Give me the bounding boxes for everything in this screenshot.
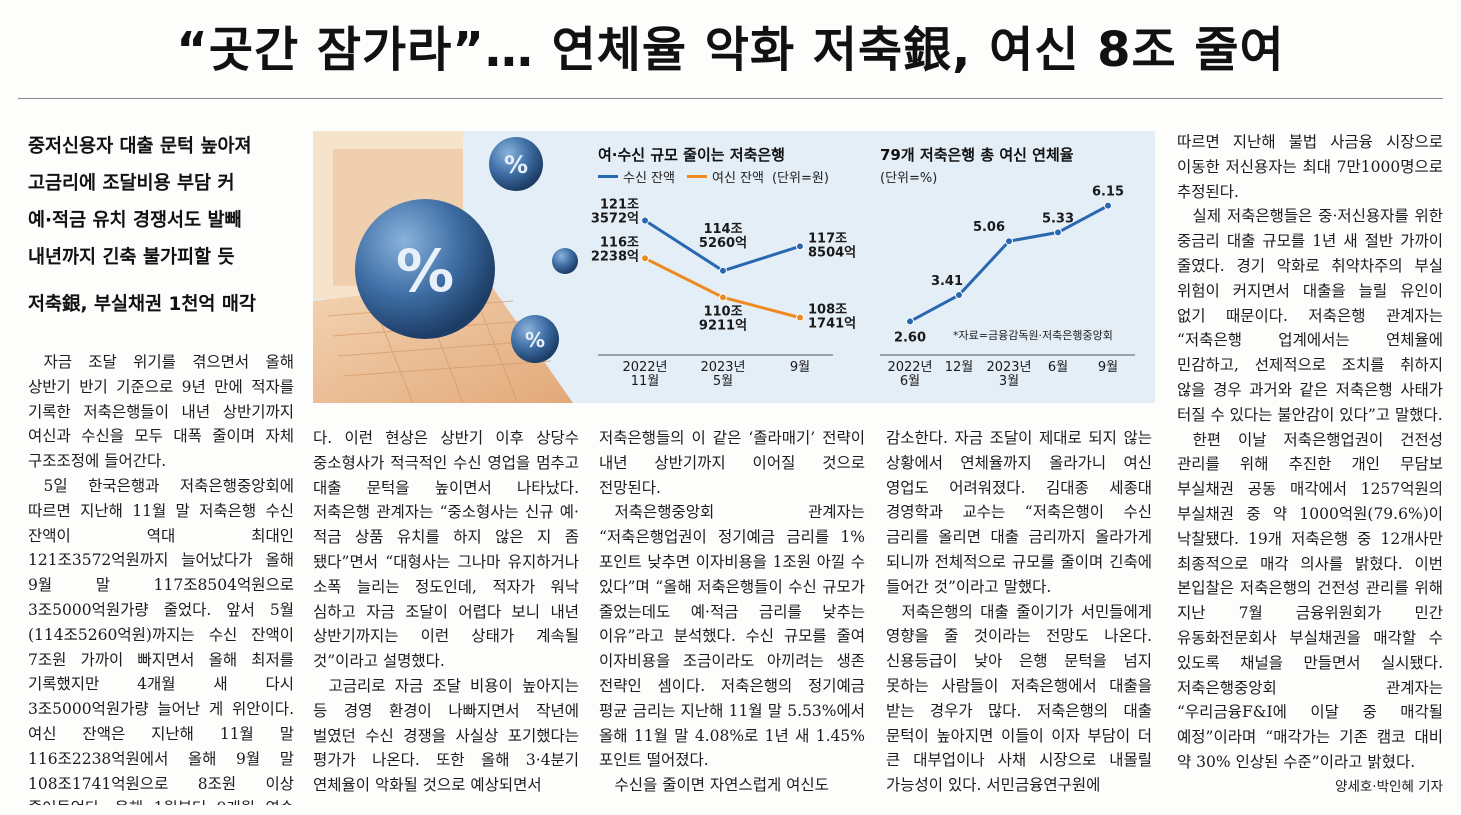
subhead-line: 고금리에 조달비용 부담 커	[28, 173, 235, 194]
data-point	[641, 254, 649, 263]
data-label: 5.33	[1042, 211, 1074, 226]
paragraph: 저축은행의 대출 줄이기가 서민들에게 영향을 줄 것이라는 전망도 나온다. …	[886, 602, 1152, 795]
x-tick-label: 2023년 5월	[700, 360, 745, 389]
legend-swatch-loan	[686, 175, 707, 178]
paragraph: 한편 이날 저축은행업권이 건전성 관리를 위해 추진한 개인 무담보 부실채권…	[1177, 428, 1443, 795]
data-label: 6.15	[1092, 185, 1124, 200]
percent-ball-top: %	[489, 137, 543, 191]
data-point	[719, 266, 727, 275]
subhead-line: 내년까지 긴축 불가피할 듯	[28, 247, 235, 268]
chart2-title: 79개 저축은행 총 여신 연체율	[880, 146, 1074, 164]
column-4: 감소한다. 자금 조달이 제대로 되지 않는 상황에서 연체율까지 올라가니 여…	[886, 426, 1152, 806]
subhead-line: 중저신용자 대출 문턱 높아져	[28, 136, 252, 157]
data-label: 114조 5260억	[699, 222, 747, 251]
data-label: 108조 1741억	[808, 303, 856, 332]
subhead-secondary: 저축銀, 부실채권 1천억 매각	[28, 294, 256, 315]
column-3: 저축은행들의 이 같은 ‘졸라매기’ 전략이 내년 상반기까지 이어질 것으로 …	[599, 426, 865, 806]
column-2: 다. 이런 현상은 상반기 이후 상당수 중소형사가 적극적인 수신 영업을 멈…	[313, 426, 579, 806]
data-point	[796, 242, 804, 251]
column-5: 따르면 지난해 불법 사금융 시장으로 이동한 저신용자는 최대 7만1000명…	[1177, 130, 1443, 806]
data-point	[1054, 228, 1062, 237]
data-label: 2.60	[894, 330, 926, 345]
data-label: 110조 9211억	[699, 304, 747, 333]
subheads: 중저신용자 대출 문턱 높아져 고금리에 조달비용 부담 커 예·적금 유치 경…	[28, 128, 296, 323]
chart1-title: 여·수신 규모 줄이는 저축은행	[598, 146, 785, 164]
series-line-delinquency	[909, 204, 1109, 323]
chart2-unit: (단위=%)	[880, 171, 938, 186]
paragraph: 실제 저축은행들은 중·저신용자를 위한 중금리 대출 규모를 1년 새 절반 …	[1177, 207, 1443, 424]
legend-label-loan: 여신 잔액	[711, 171, 764, 186]
paragraph: 수신을 줄이면 자연스럽게 여신도	[614, 776, 829, 795]
data-point	[906, 317, 914, 326]
percent-symbol: %	[504, 151, 528, 179]
data-label: 116조 2238억	[591, 235, 639, 264]
paragraph: 다. 이런 현상은 상반기 이후 상당수 중소형사가 적극적인 수신 영업을 멈…	[313, 429, 579, 671]
top-rule	[18, 98, 1443, 99]
x-tick-label: 9월	[1098, 360, 1118, 375]
paragraph-text: 한편 이날 저축은행업권이 건전성 관리를 위해 추진한 개인 무담보 부실채권…	[1177, 430, 1443, 771]
chart2-source: *자료=금융감독원·저축은행중앙회	[953, 329, 1113, 342]
decor-ball	[552, 248, 578, 274]
data-label: 5.06	[973, 220, 1005, 235]
percent-ball-small: %	[511, 315, 559, 363]
chart1-legend: 수신 잔액 여신 잔액 (단위=원)	[598, 167, 829, 186]
paragraph: 따르면 지난해 불법 사금융 시장으로 이동한 저신용자는 최대 7만1000명…	[1177, 133, 1443, 201]
column-1: 자금 조달 위기를 겪으면서 올해 상반기 반기 기준으로 9년 만에 적자를 …	[28, 350, 294, 805]
paragraph: 5일 한국은행과 저축은행중앙회에 따르면 지난해 11월 말 저축은행 수신 …	[28, 476, 294, 805]
x-tick-label: 12월	[945, 360, 974, 375]
data-point	[641, 216, 649, 225]
percent-ball-large: %	[355, 199, 495, 339]
percent-symbol: %	[525, 328, 545, 352]
legend-label-deposit: 수신 잔액	[623, 171, 675, 186]
data-label: 121조 3572억	[591, 197, 639, 226]
paragraph: 자금 조달 위기를 겪으면서 올해 상반기 반기 기준으로 9년 만에 적자를 …	[28, 353, 294, 471]
data-label: 3.41	[931, 274, 963, 289]
percent-symbol: %	[396, 237, 454, 305]
data-point	[1104, 201, 1112, 210]
chart1-unit: (단위=원)	[771, 171, 829, 186]
infographic-svg: % % % 121조 3572억 114조 5260억 117조 8504억 116조 223…	[313, 131, 1135, 403]
x-tick-label: 2022년 11월	[622, 360, 667, 389]
paragraph: 감소한다. 자금 조달이 제대로 되지 않는 상황에서 연체율까지 올라가니 여…	[886, 429, 1152, 596]
chart-delinquency: 2.60 3.41 5.06 5.33 6.15 2022년 6월 12월 2023년 3월 6월 9…	[880, 185, 1135, 389]
x-tick-label: 9월	[790, 360, 810, 375]
x-tick-label: 2023년 3월	[986, 360, 1031, 389]
data-point	[796, 313, 804, 322]
headline: “곳간 잠가라”… 연체율 악화 저축銀, 여신 8조 줄여	[176, 22, 1285, 78]
byline: 양세호·박인혜 기자	[1335, 778, 1443, 795]
paragraph: 고금리로 자금 조달 비용이 높아지는 등 경영 환경이 나빠지면서 작년에 벌…	[313, 676, 579, 795]
infographic: % % % 121조 3572억 114조 5260억 117조 8504억 116조 223…	[313, 131, 1155, 403]
paragraph: 저축은행중앙회 관계자는 “저축은행업권이 정기예금 금리를 1%포인트 낮추면…	[599, 503, 865, 770]
x-tick-label: 6월	[1048, 360, 1068, 375]
chart-deposit-loan: 121조 3572억 114조 5260억 117조 8504억 116조 2238억 110조…	[591, 197, 856, 389]
paragraph: 저축은행들의 이 같은 ‘졸라매기’ 전략이 내년 상반기까지 이어질 것으로 …	[599, 429, 865, 497]
data-point	[719, 293, 727, 302]
legend-swatch-deposit	[598, 175, 618, 178]
data-point	[955, 291, 963, 300]
x-tick-label: 2022년 6월	[887, 360, 932, 389]
subhead-line: 예·적금 유치 경쟁서도 발빼	[28, 210, 242, 231]
data-label: 117조 8504억	[808, 231, 856, 260]
data-point	[1005, 237, 1013, 246]
